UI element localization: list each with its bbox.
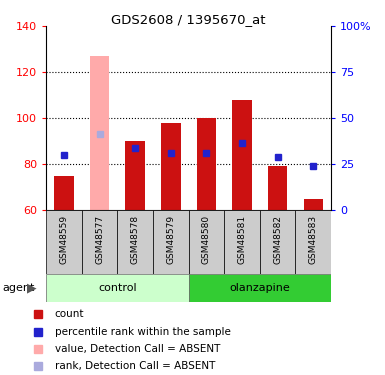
Text: GSM48579: GSM48579: [166, 215, 175, 264]
Text: GSM48580: GSM48580: [202, 215, 211, 264]
Bar: [296, 210, 331, 274]
Bar: [117, 210, 153, 274]
Bar: [260, 210, 296, 274]
Bar: [232, 100, 252, 210]
Bar: [46, 210, 82, 274]
Bar: [197, 118, 216, 210]
Text: GSM48583: GSM48583: [309, 215, 318, 264]
Bar: [189, 210, 224, 274]
Bar: [54, 176, 74, 210]
Bar: [82, 210, 117, 274]
Text: count: count: [55, 309, 84, 319]
Bar: [46, 274, 189, 302]
Bar: [303, 198, 323, 210]
Bar: [189, 274, 331, 302]
Text: GDS2608 / 1395670_at: GDS2608 / 1395670_at: [111, 13, 266, 26]
Bar: [268, 166, 288, 210]
Text: agent: agent: [2, 283, 34, 293]
Text: ▶: ▶: [27, 281, 36, 294]
Bar: [126, 141, 145, 210]
Text: olanzapine: olanzapine: [229, 283, 290, 293]
Text: rank, Detection Call = ABSENT: rank, Detection Call = ABSENT: [55, 362, 215, 371]
Text: percentile rank within the sample: percentile rank within the sample: [55, 327, 230, 337]
Bar: [224, 210, 260, 274]
Text: control: control: [98, 283, 137, 293]
Text: GSM48582: GSM48582: [273, 215, 282, 264]
Text: value, Detection Call = ABSENT: value, Detection Call = ABSENT: [55, 344, 220, 354]
Text: GSM48581: GSM48581: [238, 215, 246, 264]
Text: GSM48577: GSM48577: [95, 215, 104, 264]
Text: GSM48578: GSM48578: [131, 215, 140, 264]
Text: GSM48559: GSM48559: [60, 215, 69, 264]
Bar: [153, 210, 189, 274]
Bar: [161, 123, 181, 210]
Bar: [90, 56, 109, 210]
